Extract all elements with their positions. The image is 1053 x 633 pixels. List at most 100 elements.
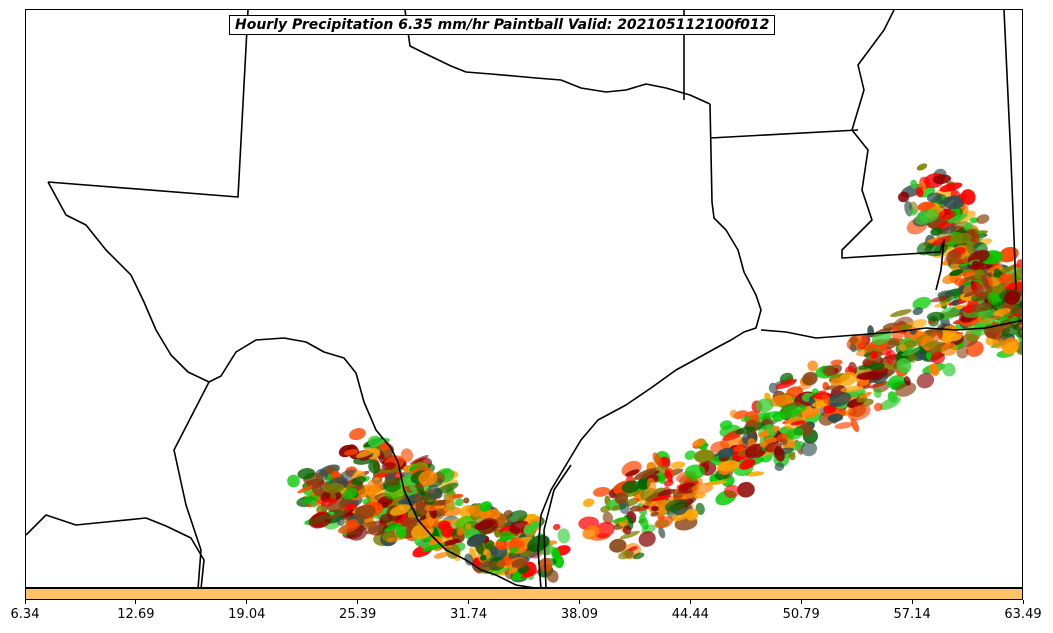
paintball-blob [976,214,990,224]
paintball-blob [765,441,782,453]
paintball-blob [657,488,676,498]
paintball-blob [409,455,429,465]
paintball-blob [790,420,806,426]
paintball-blob [465,523,472,531]
paintball-blob [1002,342,1019,355]
paintball-blob [923,340,938,347]
paintball-blob [503,539,525,550]
paintball-blob [822,393,831,405]
paintball-blob [897,191,910,203]
paintball-blob [775,379,797,390]
paintball-blob [951,299,960,306]
paintball-blob [440,468,451,475]
paintball-blob [965,241,975,256]
paintball-blob [365,524,385,535]
paintball-blob [830,359,843,366]
paintball-blob [310,500,318,508]
paintball-blob [612,517,628,523]
alabama-border [1003,10,1017,291]
paintball-blob [919,208,939,223]
paintball-blob [943,195,965,210]
paintball-blob [998,273,1014,284]
paintball-blob [768,394,793,407]
paintball-blob [737,481,755,498]
paintball-blob [926,192,943,203]
paintball-blob [379,513,394,524]
map-frame: Hourly Precipitation 6.35 mm/hr Paintbal… [25,9,1023,588]
paintball-blob [761,410,780,420]
paintball-blob [774,462,785,471]
paintball-blob [650,505,659,512]
paintball-blob [986,264,1003,273]
paintball-blob [847,404,871,421]
paintball-blob [506,510,528,524]
paintball-blob [1014,307,1022,319]
paintball-blob [389,504,411,516]
paintball-blob [520,570,540,579]
paintball-blob [552,553,565,569]
paintball-blob [933,301,950,308]
paintball-blob [355,448,375,459]
paintball-blob [442,538,461,546]
paintball-blob [729,409,738,419]
paintball-blob [719,420,733,430]
paintball-blob [351,476,367,486]
paintball-blob [960,189,976,205]
paintball-blob [939,225,958,235]
paintball-blob [685,508,699,521]
paintball-blob [684,450,696,460]
paintball-blob [368,459,381,474]
paintball-blob [664,479,674,487]
paintball-blob [956,346,969,359]
paintball-blob [895,382,917,397]
paintball-blob [658,472,666,485]
texas-border [47,10,762,587]
paintball-blob [602,511,614,525]
colorbar-tick-label: 63.49 [1004,607,1042,622]
paintball-blob [956,270,975,277]
paintball-blob [508,546,519,554]
paintball-blob [723,484,740,499]
paintball-blob [949,232,972,244]
paintball-blob [437,482,459,494]
paintball-blob [614,492,629,505]
paintball-blob [386,537,399,543]
paintball-blob [766,424,775,437]
mississippi-border [841,10,945,291]
paintball-blob [511,558,528,570]
paintball-blob [916,163,928,171]
colorbar-tick [135,600,137,604]
paintball-blob [693,449,716,463]
paintball-blob [987,291,1000,305]
paintball-blob [440,506,462,517]
paintball-blob [735,426,756,435]
paintball-blob [898,324,913,330]
paintball-blob [969,303,992,313]
paintball-blob [987,323,1006,340]
paintball-blob [664,469,673,483]
paintball-blob [899,343,907,352]
paintball-blob [454,498,464,507]
paintball-blob [582,525,600,540]
paintball-blob [825,384,845,390]
colorbar-tick-label: 6.34 [10,607,40,622]
paintball-blob [297,484,315,494]
paintball-blob [912,296,932,310]
paintball-blob [664,499,687,512]
paintball-blob [926,352,933,361]
colorbar-tick [578,600,580,604]
paintball-blob [383,476,402,493]
paintball-blob [619,530,640,540]
paintball-blob [903,376,911,386]
paintball-blob [594,521,615,539]
paintball-blob [344,449,359,456]
paintball-blob [402,517,418,528]
paintball-blob [621,480,641,494]
paintball-blob [672,491,684,499]
paintball-blob [625,469,640,477]
paintball-blob [308,512,332,529]
paintball-blob [873,402,883,412]
paintball-blob [479,501,492,512]
paintball-blob [646,477,657,493]
paintball-blob [850,418,860,433]
